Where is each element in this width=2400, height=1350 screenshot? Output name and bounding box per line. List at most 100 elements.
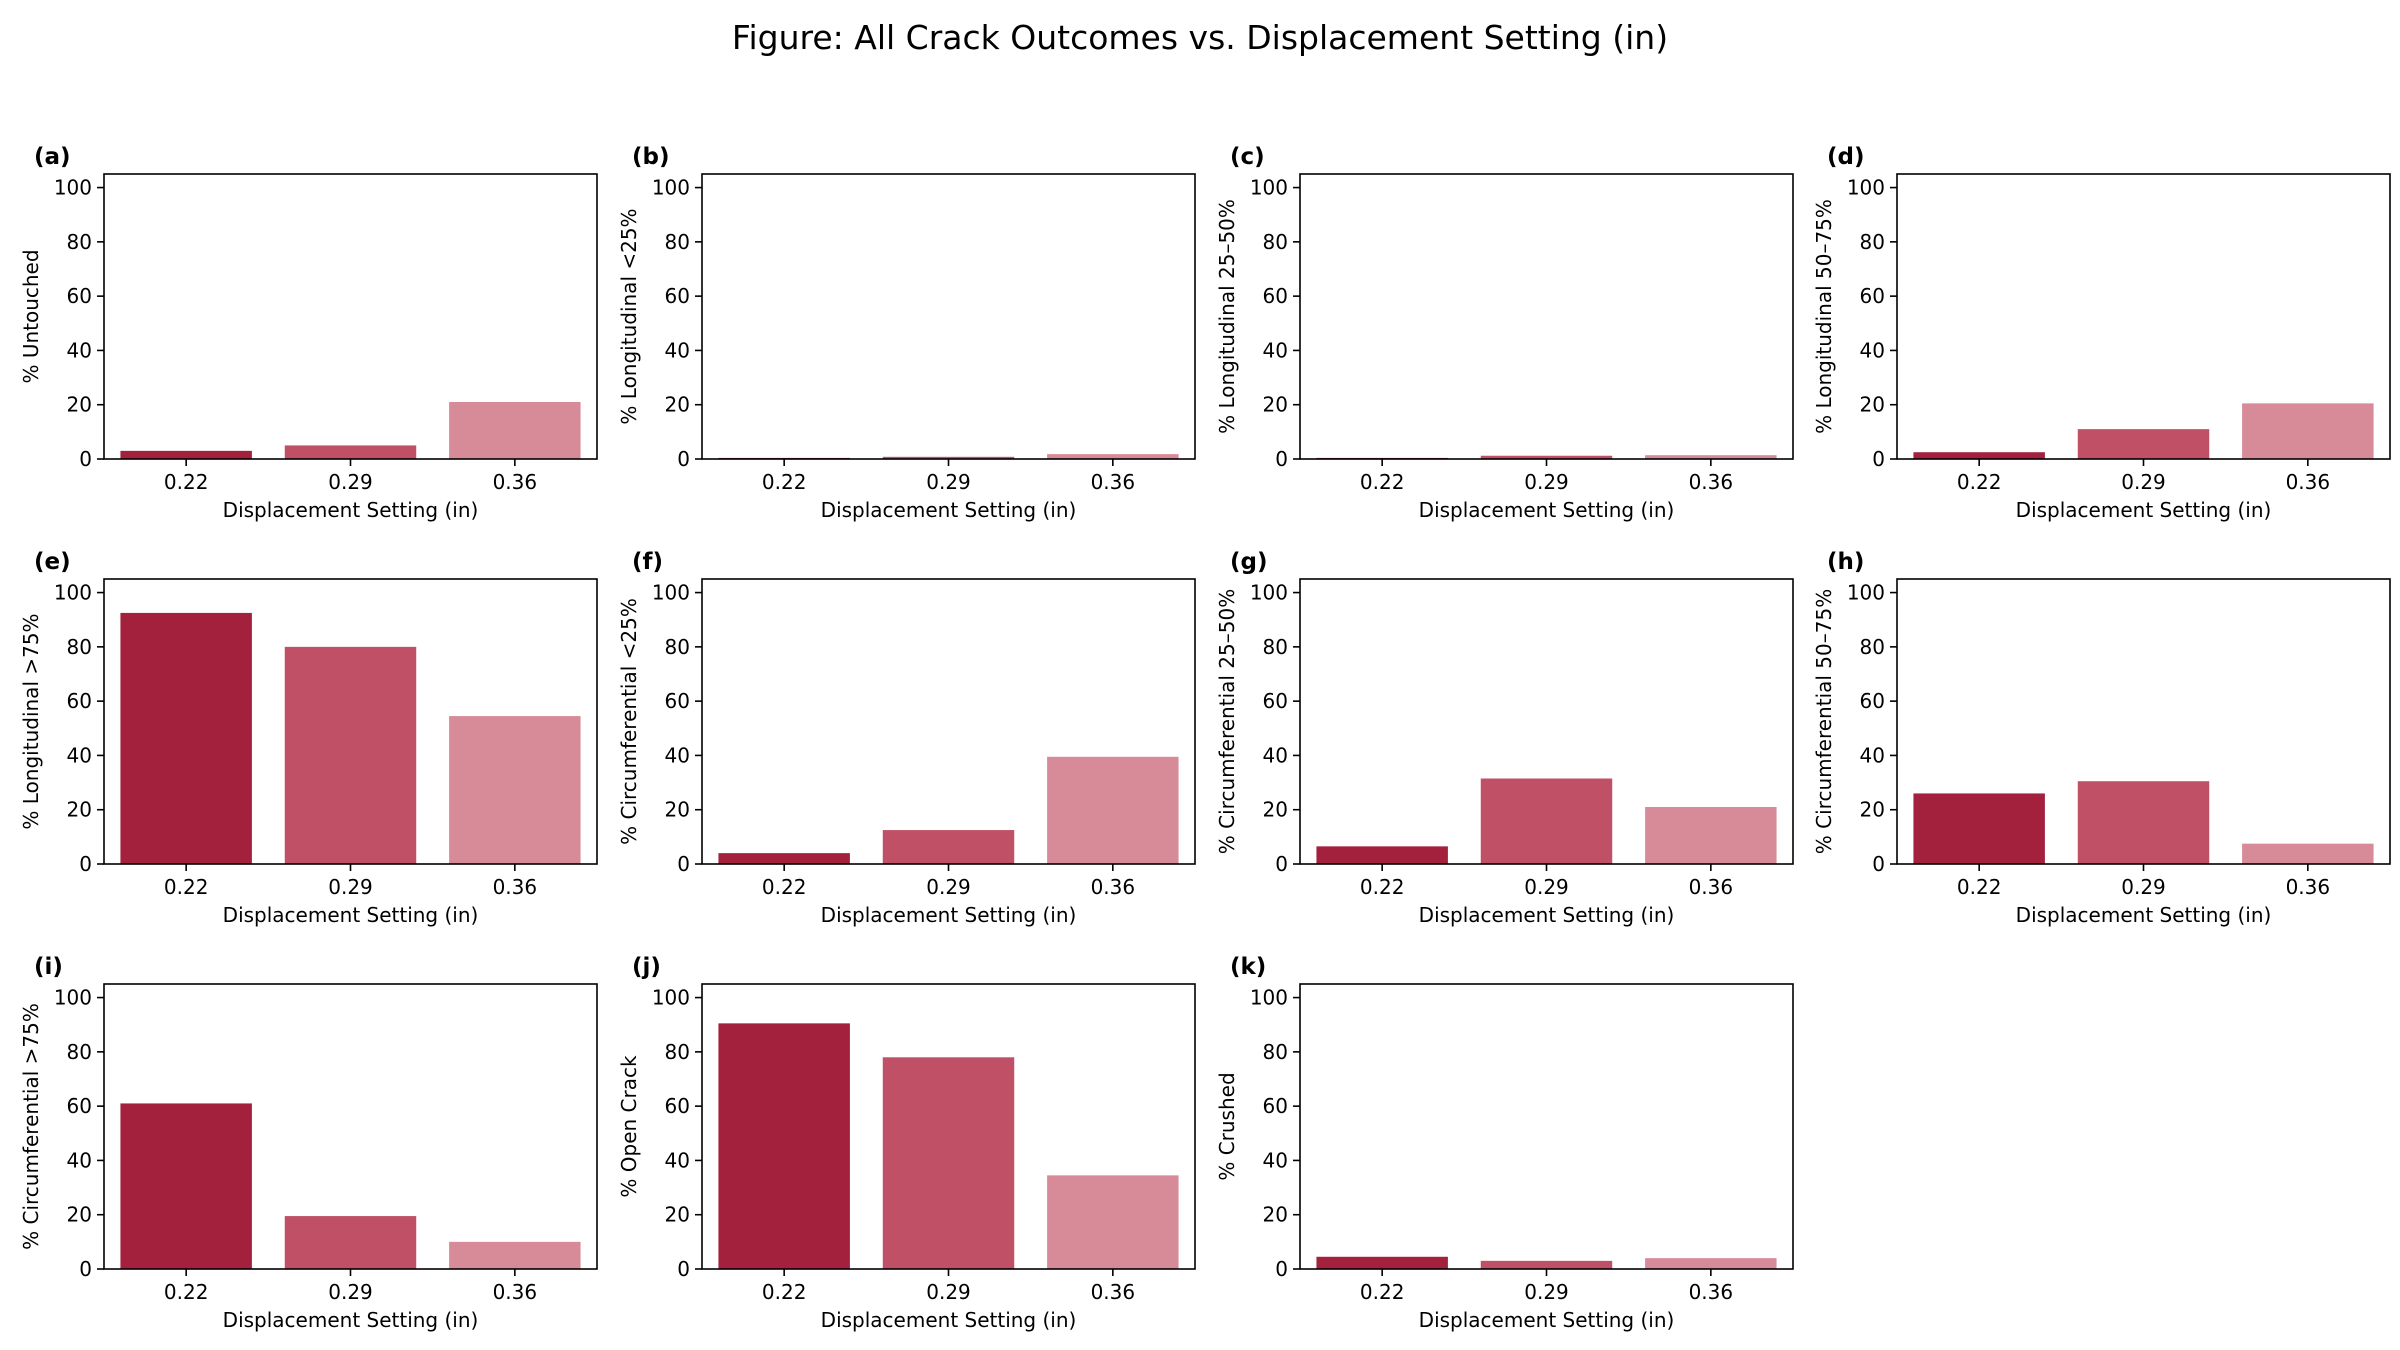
y-tick-label: 20 bbox=[67, 1203, 92, 1227]
x-tick-label: 0.36 bbox=[1091, 875, 1136, 899]
y-tick-label: 80 bbox=[665, 635, 690, 659]
y-axis-label: % Longitudinal <25% bbox=[617, 208, 641, 424]
x-axis-label: Displacement Setting (in) bbox=[223, 903, 479, 927]
y-tick-label: 40 bbox=[665, 338, 690, 362]
bar bbox=[1645, 807, 1777, 864]
x-tick-label: 0.29 bbox=[2121, 470, 2166, 494]
x-tick-label: 0.36 bbox=[493, 1280, 538, 1304]
y-tick-label: 60 bbox=[1860, 284, 1885, 308]
x-tick-label: 0.36 bbox=[493, 875, 538, 899]
y-tick-label: 80 bbox=[67, 635, 92, 659]
bar bbox=[120, 450, 252, 459]
bar bbox=[1913, 793, 2045, 864]
figure-title: Figure: All Crack Outcomes vs. Displacem… bbox=[731, 18, 1669, 57]
y-axis-label: % Circumferential 50–75% bbox=[1812, 589, 1836, 854]
x-tick-label: 0.36 bbox=[1689, 875, 1734, 899]
y-tick-label: 100 bbox=[1250, 581, 1288, 605]
y-tick-label: 100 bbox=[1847, 176, 1885, 200]
y-tick-label: 80 bbox=[1263, 635, 1288, 659]
y-axis-label: % Open Crack bbox=[617, 1055, 641, 1198]
y-tick-label: 40 bbox=[665, 1148, 690, 1172]
y-tick-label: 0 bbox=[1872, 447, 1885, 471]
y-tick-label: 0 bbox=[1275, 852, 1288, 876]
panel-label: (c) bbox=[1230, 144, 1265, 170]
bar bbox=[1047, 756, 1179, 864]
panel-label: (j) bbox=[632, 954, 661, 980]
y-tick-label: 0 bbox=[677, 852, 690, 876]
y-axis-label: % Longitudinal 25–50% bbox=[1215, 199, 1239, 434]
y-tick-label: 100 bbox=[652, 176, 690, 200]
y-tick-label: 60 bbox=[665, 1094, 690, 1118]
y-axis-label: % Crushed bbox=[1215, 1072, 1239, 1180]
y-tick-label: 60 bbox=[1263, 689, 1288, 713]
y-tick-label: 100 bbox=[652, 986, 690, 1010]
y-axis-label: % Untouched bbox=[19, 249, 43, 383]
x-tick-label: 0.22 bbox=[1957, 875, 2002, 899]
bar bbox=[120, 1103, 252, 1269]
y-tick-label: 0 bbox=[79, 447, 92, 471]
y-tick-label: 0 bbox=[79, 852, 92, 876]
y-axis-label: % Circumferential >75% bbox=[19, 1003, 43, 1250]
y-tick-label: 40 bbox=[1263, 338, 1288, 362]
x-axis-label: Displacement Setting (in) bbox=[1419, 498, 1675, 522]
y-tick-label: 80 bbox=[1263, 1040, 1288, 1064]
y-tick-label: 20 bbox=[665, 798, 690, 822]
x-tick-label: 0.22 bbox=[1360, 470, 1405, 494]
bar bbox=[2242, 403, 2374, 459]
y-tick-label: 60 bbox=[1263, 1094, 1288, 1118]
panel-label: (h) bbox=[1827, 549, 1864, 575]
y-tick-label: 40 bbox=[1860, 743, 1885, 767]
y-tick-label: 60 bbox=[665, 689, 690, 713]
y-tick-label: 100 bbox=[1250, 986, 1288, 1010]
x-axis-label: Displacement Setting (in) bbox=[2016, 903, 2272, 927]
y-tick-label: 40 bbox=[665, 743, 690, 767]
y-tick-label: 100 bbox=[1847, 581, 1885, 605]
bar bbox=[1480, 1260, 1613, 1269]
y-tick-label: 60 bbox=[67, 284, 92, 308]
x-tick-label: 0.29 bbox=[1524, 470, 1569, 494]
y-tick-label: 100 bbox=[54, 986, 92, 1010]
y-tick-label: 0 bbox=[1872, 852, 1885, 876]
x-tick-label: 0.36 bbox=[2286, 875, 2331, 899]
y-tick-label: 20 bbox=[1263, 798, 1288, 822]
bar bbox=[2242, 843, 2374, 864]
y-tick-label: 40 bbox=[1263, 1148, 1288, 1172]
x-tick-label: 0.36 bbox=[1091, 1280, 1136, 1304]
bar bbox=[1047, 454, 1179, 459]
y-tick-label: 20 bbox=[665, 1203, 690, 1227]
x-tick-label: 0.36 bbox=[1689, 1280, 1734, 1304]
x-tick-label: 0.29 bbox=[926, 875, 971, 899]
y-axis-label: % Longitudinal >75% bbox=[19, 613, 43, 829]
x-tick-label: 0.29 bbox=[1524, 875, 1569, 899]
y-tick-label: 80 bbox=[665, 230, 690, 254]
x-tick-label: 0.22 bbox=[762, 875, 807, 899]
x-tick-label: 0.22 bbox=[164, 875, 209, 899]
x-tick-label: 0.36 bbox=[1091, 470, 1136, 494]
panel-label: (d) bbox=[1827, 144, 1865, 170]
y-tick-label: 60 bbox=[67, 689, 92, 713]
x-tick-label: 0.36 bbox=[2286, 470, 2331, 494]
x-tick-label: 0.22 bbox=[1360, 1280, 1405, 1304]
y-tick-label: 40 bbox=[67, 338, 92, 362]
panel-label: (g) bbox=[1230, 549, 1268, 575]
bar bbox=[1047, 1175, 1179, 1269]
y-tick-label: 40 bbox=[67, 743, 92, 767]
y-tick-label: 40 bbox=[1263, 743, 1288, 767]
bar bbox=[1480, 455, 1613, 459]
bar bbox=[1645, 1258, 1777, 1269]
y-tick-label: 0 bbox=[1275, 1257, 1288, 1281]
x-tick-label: 0.22 bbox=[1360, 875, 1405, 899]
plot-frame bbox=[1299, 983, 1794, 1270]
x-tick-label: 0.29 bbox=[328, 1280, 373, 1304]
y-tick-label: 80 bbox=[665, 1040, 690, 1064]
y-tick-label: 100 bbox=[54, 176, 92, 200]
x-tick-label: 0.36 bbox=[493, 470, 538, 494]
bar bbox=[120, 612, 252, 864]
y-tick-label: 0 bbox=[677, 447, 690, 471]
y-tick-label: 20 bbox=[1263, 393, 1288, 417]
x-tick-label: 0.22 bbox=[164, 470, 209, 494]
bar bbox=[1480, 778, 1613, 864]
x-tick-label: 0.22 bbox=[762, 470, 807, 494]
y-tick-label: 80 bbox=[1860, 230, 1885, 254]
x-axis-label: Displacement Setting (in) bbox=[1419, 1308, 1675, 1332]
